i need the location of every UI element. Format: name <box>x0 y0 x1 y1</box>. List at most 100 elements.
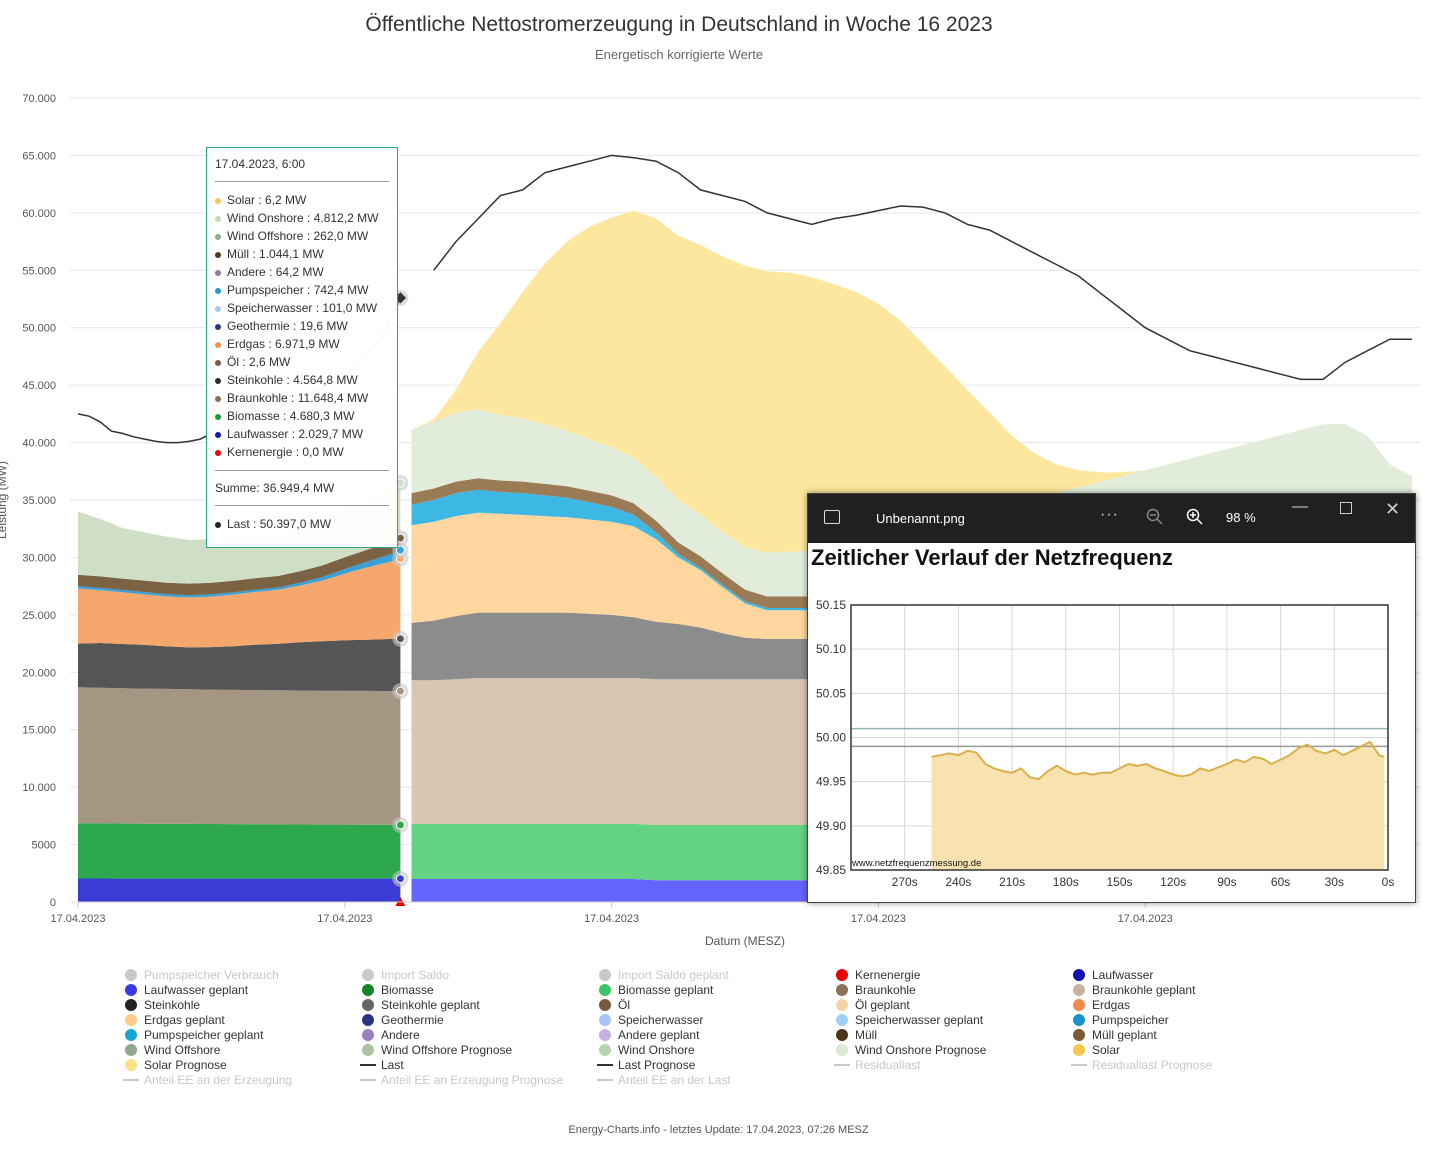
legend-item[interactable]: Erdgas <box>1068 998 1298 1013</box>
actual-area-steinkohle <box>78 638 401 692</box>
zoom-out-icon[interactable] <box>1146 508 1164 526</box>
actual-area-pumpspeicher <box>78 550 401 598</box>
legend-item[interactable]: Wind Onshore <box>594 1043 824 1058</box>
legend-item[interactable]: Laufwasser geplant <box>120 983 350 998</box>
freq-x-tick-label: 150s <box>1106 875 1132 889</box>
last-dot-icon <box>215 521 221 528</box>
legend-item[interactable]: Steinkohle geplant <box>357 998 587 1013</box>
legend-item[interactable]: Last <box>357 1058 587 1073</box>
legend-item[interactable]: Anteil EE an der Last <box>594 1073 824 1088</box>
legend-item[interactable]: Erdgas geplant <box>120 1013 350 1028</box>
frequency-x-ticks: 270s 240s 210s 180s 150s 120s 90s 60s 30s 0s <box>892 875 1395 889</box>
legend-item[interactable]: Öl geplant <box>831 998 1061 1013</box>
legend-item[interactable]: Andere geplant <box>594 1028 824 1043</box>
more-options-button[interactable]: ··· <box>1100 506 1119 523</box>
legend-item[interactable]: Braunkohle <box>831 983 1061 998</box>
legend-item[interactable]: Laufwasser <box>1068 968 1298 983</box>
legend-label: Anteil EE an der Last <box>618 1073 731 1087</box>
tooltip-date: 17.04.2023, 6:00 <box>215 157 306 171</box>
frequency-area <box>850 604 1389 871</box>
legend-item[interactable]: Import Saldo geplant <box>594 968 824 983</box>
legend-item[interactable]: Wind Onshore Prognose <box>831 1043 1061 1058</box>
tooltip-series-value: 11.648,4 MW <box>297 391 369 405</box>
tooltip-series-value: 19,6 MW <box>299 319 348 333</box>
legend-item[interactable]: Solar <box>1068 1043 1298 1058</box>
legend-line-icon <box>360 1064 376 1066</box>
legend-label: Solar <box>1092 1043 1121 1057</box>
series-dot-icon <box>215 395 221 402</box>
legend-dot-icon <box>362 1044 374 1056</box>
legend-item[interactable]: Biomasse <box>357 983 587 998</box>
legend-item[interactable]: Solar Prognose <box>120 1058 350 1073</box>
legend-item[interactable]: Import Saldo <box>357 968 587 983</box>
tooltip-series-name: Andere <box>227 265 266 279</box>
x-tick-label: 17.04.2023 <box>1118 913 1173 925</box>
legend-item[interactable]: Biomasse geplant <box>594 983 824 998</box>
tooltip-series-value: 64,2 MW <box>275 265 324 279</box>
legend-item[interactable]: Speicherwasser geplant <box>831 1013 1061 1028</box>
watermark-text: www.netzfrequenzmessung.de <box>851 858 981 869</box>
series-dot-icon <box>215 341 221 348</box>
legend-item[interactable]: Pumpspeicher <box>1068 1013 1298 1028</box>
chart-title: Öffentliche Nettostromerzeugung in Deuts… <box>365 13 992 36</box>
image-viewer-window[interactable]: Unbenannt.png ··· 98 % — ✕ 50.15 50.10 50.… <box>807 493 1416 903</box>
legend-label: Öl geplant <box>855 998 910 1012</box>
legend-label: Biomasse <box>381 983 434 997</box>
tooltip-series-value: 4.680,3 MW <box>289 409 355 423</box>
legend-item[interactable]: Müll <box>831 1028 1061 1043</box>
legend-item[interactable]: Pumpspeicher Verbrauch <box>120 968 350 983</box>
legend-dot-icon <box>362 969 374 981</box>
legend-item[interactable]: Residuallast <box>831 1058 1061 1073</box>
frequency-fill <box>931 741 1385 870</box>
legend-item[interactable]: Anteil EE an Erzeugung Prognose <box>357 1073 587 1088</box>
tooltip-row: Kernenergie : 0,0 MW <box>215 443 389 461</box>
tooltip-series-value: 2,6 MW <box>249 355 291 369</box>
legend-dot-icon <box>125 984 137 996</box>
legend-item[interactable]: Andere <box>357 1028 587 1043</box>
tooltip-series-name: Braunkohle <box>227 391 288 405</box>
series-dot-icon <box>215 197 221 204</box>
maximize-button[interactable] <box>1340 502 1352 514</box>
legend-label: Last <box>381 1058 404 1072</box>
actual-area-erdgas <box>78 558 401 648</box>
tooltip-series-value: 6.971,9 MW <box>275 337 340 351</box>
legend-dot-icon <box>1073 984 1085 996</box>
legend-label: Residuallast Prognose <box>1092 1058 1213 1072</box>
legend-item[interactable]: Kernenergie <box>831 968 1061 983</box>
legend-item[interactable]: Pumpspeicher geplant <box>120 1028 350 1043</box>
legend-item[interactable]: Braunkohle geplant <box>1068 983 1298 998</box>
legend-item[interactable]: Residuallast Prognose <box>1068 1058 1298 1073</box>
legend-item[interactable]: Geothermie <box>357 1013 587 1028</box>
tooltip-series-value: 0,0 MW <box>302 445 344 459</box>
y-tick-label: 5000 <box>32 840 56 852</box>
freq-x-tick-label: 210s <box>999 875 1025 889</box>
x-tick-label: 17.04.2023 <box>584 913 639 925</box>
legend-item[interactable]: Steinkohle <box>120 998 350 1013</box>
actual-area-laufwasser <box>78 878 401 902</box>
tooltip-row: Braunkohle : 11.648,4 MW <box>215 389 389 407</box>
legend-item[interactable]: Öl <box>594 998 824 1013</box>
close-button[interactable]: ✕ <box>1385 499 1401 519</box>
legend-label: Andere <box>381 1028 420 1042</box>
legend-line-icon <box>597 1064 613 1066</box>
legend-dot-icon <box>599 984 611 996</box>
legend-item[interactable]: Anteil EE an der Erzeugung <box>120 1073 350 1088</box>
legend-item[interactable]: Wind Offshore <box>120 1043 350 1058</box>
legend-dot-icon <box>599 999 611 1011</box>
zoom-level: 98 % <box>1226 510 1256 525</box>
legend-item[interactable]: Speicherwasser <box>594 1013 824 1028</box>
tooltip-sum-label: Summe <box>215 481 257 495</box>
y-tick-label: 35.000 <box>22 495 56 507</box>
legend-column: Import Saldo Biomasse Steinkohle geplant Ge… <box>357 968 587 1088</box>
frequency-line <box>931 740 1385 781</box>
legend-line-icon <box>1071 1064 1087 1066</box>
legend-item[interactable]: Wind Offshore Prognose <box>357 1043 587 1058</box>
y-tick-label: 70.000 <box>22 93 56 105</box>
zoom-in-icon[interactable] <box>1186 508 1204 526</box>
legend-dot-icon <box>1073 1014 1085 1026</box>
freq-x-tick-label: 30s <box>1325 875 1344 889</box>
minimize-button[interactable]: — <box>1292 498 1308 515</box>
legend-item[interactable]: Last Prognose <box>594 1058 824 1073</box>
tooltip-series-value: 262,0 MW <box>313 229 369 243</box>
legend-item[interactable]: Müll geplant <box>1068 1028 1298 1043</box>
